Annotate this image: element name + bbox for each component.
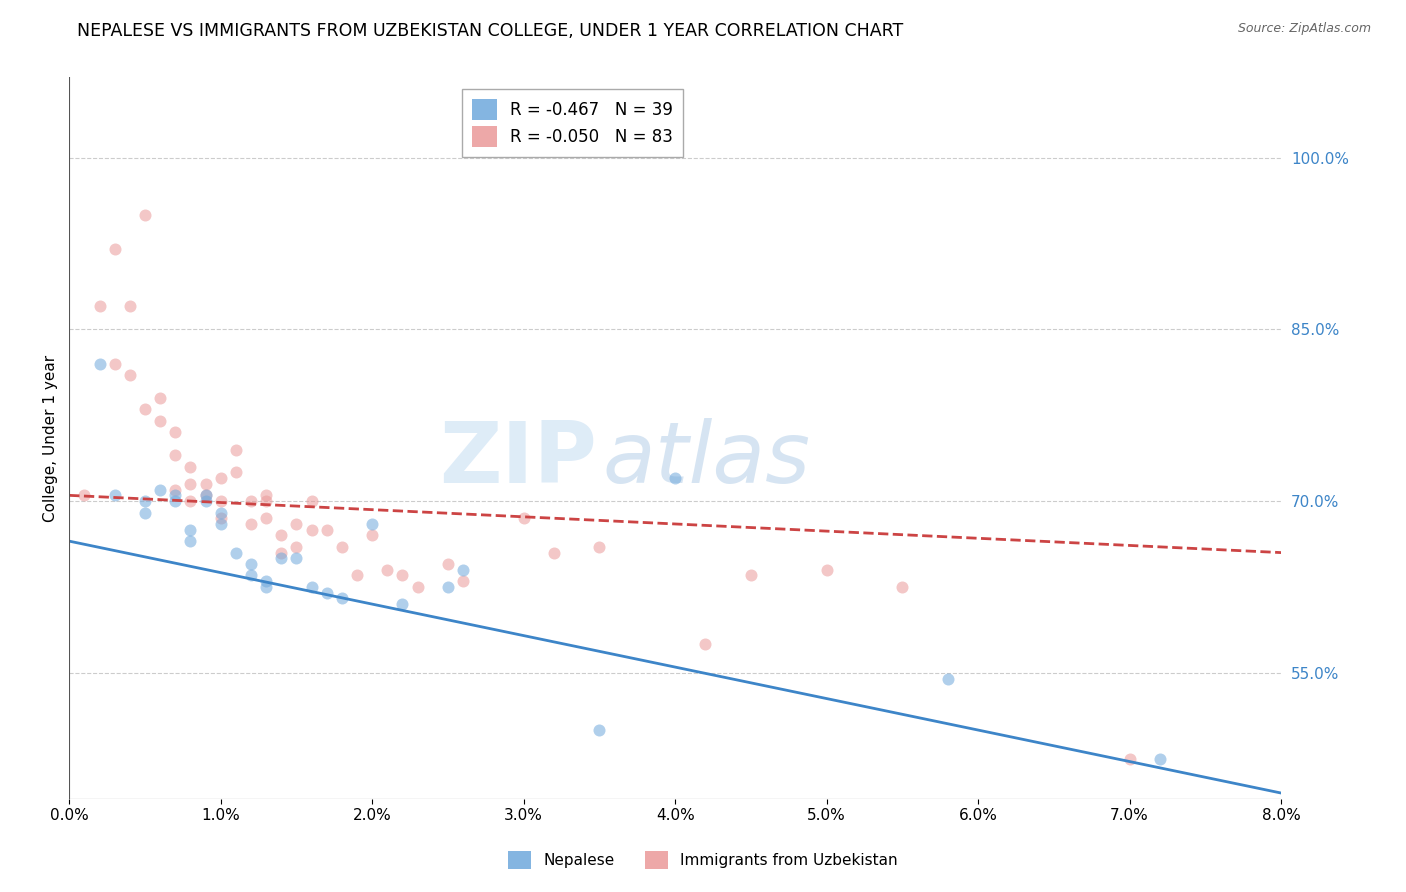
Point [194, 494, 217, 508]
Y-axis label: College, Under 1 year: College, Under 1 year [44, 354, 58, 522]
Point [330, 540, 353, 554]
Point [361, 528, 384, 542]
Point [240, 568, 263, 582]
Point [194, 488, 217, 502]
Point [209, 511, 232, 525]
Point [695, 637, 717, 651]
Point [512, 511, 534, 525]
Point [165, 494, 187, 508]
Point [225, 442, 247, 457]
Point [165, 483, 187, 497]
Point [391, 597, 413, 611]
Point [285, 516, 308, 531]
Point [194, 488, 217, 502]
Point [179, 459, 201, 474]
Point [209, 471, 232, 485]
Point [285, 551, 308, 566]
Point [406, 580, 429, 594]
Point [254, 574, 277, 589]
Point [149, 414, 172, 428]
Text: ZIP: ZIP [439, 418, 596, 501]
Point [134, 494, 156, 508]
Point [254, 580, 277, 594]
Point [240, 557, 263, 571]
Point [437, 557, 460, 571]
Point [301, 494, 323, 508]
Point [936, 672, 959, 686]
Point [104, 242, 127, 256]
Point [451, 563, 474, 577]
Point [543, 545, 565, 559]
Point [134, 506, 156, 520]
Point [270, 551, 292, 566]
Text: atlas: atlas [602, 418, 810, 501]
Point [437, 580, 460, 594]
Point [104, 488, 127, 502]
Point [134, 208, 156, 222]
Text: NEPALESE VS IMMIGRANTS FROM UZBEKISTAN COLLEGE, UNDER 1 YEAR CORRELATION CHART: NEPALESE VS IMMIGRANTS FROM UZBEKISTAN C… [77, 22, 904, 40]
Point [149, 483, 172, 497]
Point [89, 357, 111, 371]
Point [285, 540, 308, 554]
Point [240, 516, 263, 531]
Text: Source: ZipAtlas.com: Source: ZipAtlas.com [1237, 22, 1371, 36]
Point [225, 545, 247, 559]
Point [254, 494, 277, 508]
Point [254, 488, 277, 502]
Point [179, 523, 201, 537]
Point [588, 540, 610, 554]
Point [391, 568, 413, 582]
Point [179, 476, 201, 491]
Point [891, 580, 914, 594]
Point [165, 488, 187, 502]
Point [361, 516, 384, 531]
Point [315, 585, 337, 599]
Point [209, 494, 232, 508]
Point [451, 574, 474, 589]
Point [588, 723, 610, 737]
Point [301, 523, 323, 537]
Point [179, 534, 201, 549]
Point [104, 357, 127, 371]
Point [330, 591, 353, 606]
Point [149, 391, 172, 405]
Point [270, 528, 292, 542]
Point [134, 402, 156, 417]
Legend: Nepalese, Immigrants from Uzbekistan: Nepalese, Immigrants from Uzbekistan [502, 845, 904, 875]
Point [165, 448, 187, 462]
Legend: R = -0.467   N = 39, R = -0.050   N = 83: R = -0.467 N = 39, R = -0.050 N = 83 [461, 89, 683, 157]
Point [225, 466, 247, 480]
Point [346, 568, 368, 582]
Point [664, 471, 686, 485]
Point [315, 523, 337, 537]
Point [179, 494, 201, 508]
Point [240, 494, 263, 508]
Point [254, 511, 277, 525]
Point [740, 568, 762, 582]
Point [270, 545, 292, 559]
Point [209, 506, 232, 520]
Point [1149, 752, 1171, 766]
Point [815, 563, 838, 577]
Point [118, 300, 141, 314]
Point [73, 488, 96, 502]
Point [1118, 752, 1140, 766]
Point [301, 580, 323, 594]
Point [89, 300, 111, 314]
Point [165, 425, 187, 440]
Point [209, 516, 232, 531]
Point [194, 476, 217, 491]
Point [375, 563, 398, 577]
Point [118, 368, 141, 383]
